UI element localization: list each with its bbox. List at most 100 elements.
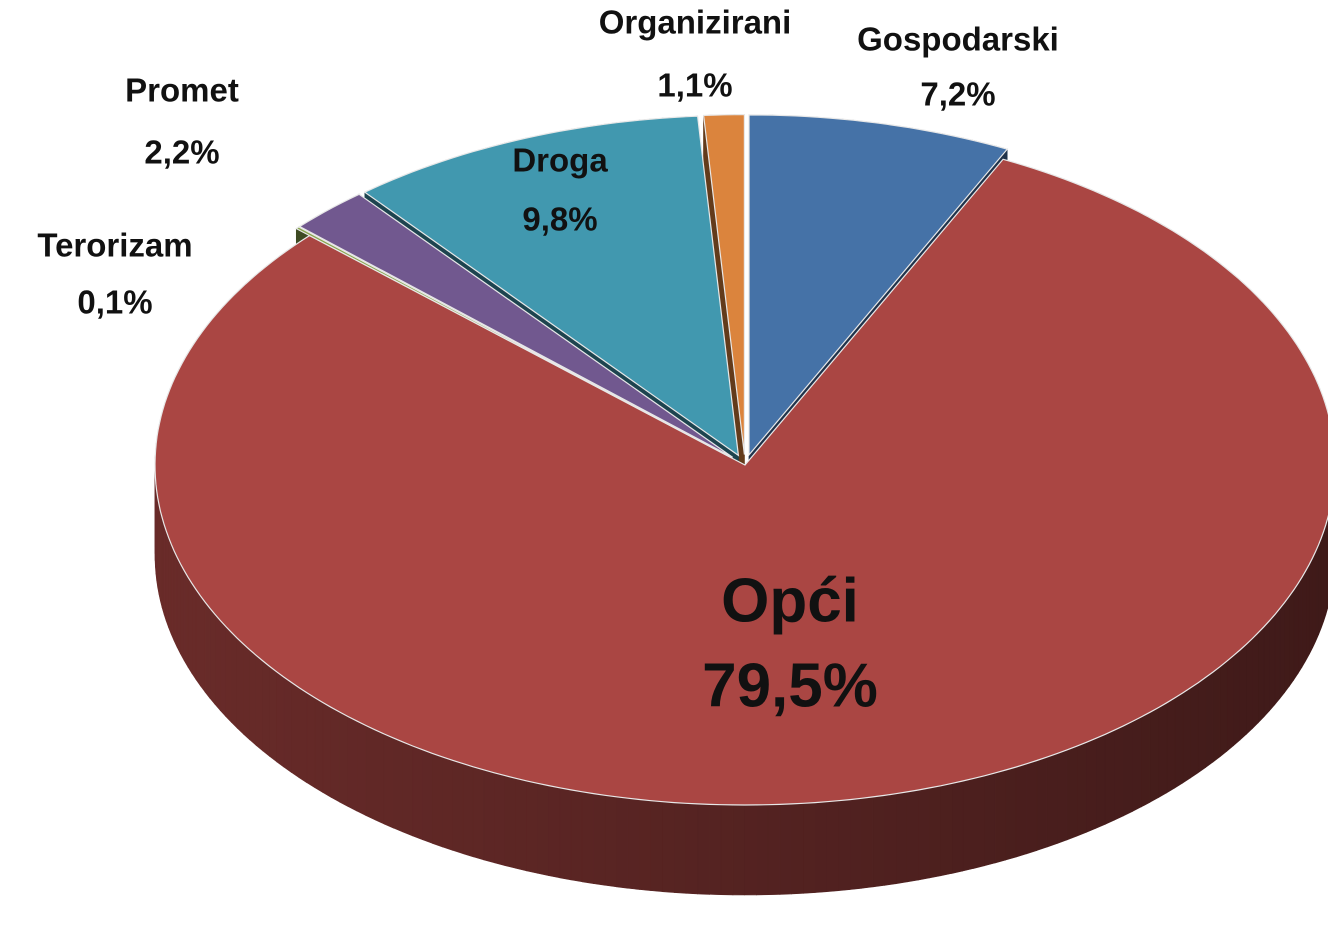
slice-side bbox=[442, 756, 453, 851]
slice-side bbox=[219, 619, 226, 718]
slice-side bbox=[176, 557, 181, 655]
slice-side bbox=[1293, 582, 1299, 681]
slice-side bbox=[951, 780, 964, 874]
slice bbox=[702, 113, 745, 455]
slice-side bbox=[720, 804, 734, 896]
slice-side bbox=[1056, 749, 1068, 844]
slice-label: Gospodarski bbox=[857, 21, 1059, 58]
slice-side bbox=[515, 777, 527, 872]
slice-side bbox=[994, 769, 1006, 864]
slice-side bbox=[1246, 637, 1253, 735]
slice-side bbox=[1320, 531, 1324, 629]
slice-side bbox=[1086, 737, 1097, 833]
slice-side bbox=[249, 649, 257, 746]
slice-side bbox=[432, 752, 443, 848]
slice-side bbox=[452, 759, 464, 855]
slice-side bbox=[1239, 643, 1247, 741]
slice-side bbox=[1219, 660, 1228, 758]
slice-side bbox=[1197, 676, 1206, 774]
slice-side bbox=[314, 697, 324, 794]
slice-side bbox=[973, 775, 985, 869]
slice-side bbox=[1323, 524, 1327, 622]
slice-side bbox=[1315, 544, 1319, 642]
slice-side bbox=[374, 729, 385, 825]
slice-side bbox=[984, 772, 996, 867]
slice-side bbox=[1174, 692, 1184, 789]
slice-side bbox=[1015, 763, 1027, 858]
slice-side bbox=[262, 660, 270, 758]
slice-side bbox=[906, 789, 919, 883]
slice-side bbox=[895, 791, 908, 885]
slice-side bbox=[1305, 564, 1310, 661]
slice-side bbox=[650, 800, 663, 893]
slice-side bbox=[412, 745, 423, 841]
slice-side bbox=[255, 654, 264, 752]
slice-side bbox=[1226, 654, 1234, 752]
slice-side bbox=[291, 681, 300, 779]
slice-side bbox=[1095, 733, 1106, 829]
slice-side bbox=[1132, 716, 1142, 812]
slice-side bbox=[180, 563, 185, 661]
slice-side bbox=[209, 607, 216, 706]
slice-side bbox=[537, 782, 549, 876]
slice-side bbox=[1114, 725, 1124, 821]
slice-side bbox=[1149, 707, 1159, 803]
slice-side bbox=[1166, 697, 1176, 794]
slice bbox=[295, 226, 733, 459]
slice-side bbox=[570, 789, 583, 883]
slice-side bbox=[269, 665, 277, 763]
slice-side bbox=[1076, 741, 1087, 837]
slice-side bbox=[929, 785, 941, 879]
slice-side bbox=[204, 601, 211, 700]
slice-side bbox=[1279, 601, 1285, 700]
slice-side bbox=[1205, 671, 1214, 769]
slice-side bbox=[347, 716, 358, 812]
slice-side bbox=[1104, 729, 1115, 825]
slice-side bbox=[191, 582, 197, 681]
slice-side bbox=[365, 725, 376, 821]
slice-side bbox=[168, 537, 172, 635]
slice-side bbox=[548, 785, 561, 879]
slice-side bbox=[1274, 607, 1281, 706]
slice-side bbox=[1252, 631, 1259, 730]
slice-side bbox=[1026, 760, 1038, 855]
slice-side bbox=[709, 804, 722, 896]
slice-side bbox=[462, 763, 474, 858]
slice-side bbox=[918, 787, 930, 881]
slice-side bbox=[685, 802, 699, 895]
slice-side bbox=[187, 575, 193, 675]
slice bbox=[748, 114, 1009, 457]
slice-value: 7,2% bbox=[920, 76, 995, 113]
slice-side bbox=[849, 797, 862, 890]
slice-side bbox=[339, 711, 349, 808]
slice-side bbox=[298, 687, 308, 784]
slice-side bbox=[494, 772, 506, 866]
slice-side bbox=[526, 780, 538, 874]
slice-side bbox=[1308, 557, 1313, 655]
slice-label: Organizirani bbox=[599, 4, 792, 41]
slice-side bbox=[236, 637, 244, 735]
slice-side bbox=[504, 775, 517, 869]
slice-side bbox=[393, 737, 404, 833]
slice bbox=[298, 193, 734, 458]
slice-value: 9,8% bbox=[522, 201, 597, 238]
slice-side bbox=[214, 613, 221, 712]
slice-label: Droga bbox=[512, 142, 608, 179]
slice-side bbox=[627, 797, 640, 890]
slice-side bbox=[276, 671, 285, 768]
slice-side bbox=[1158, 702, 1167, 799]
slice-side bbox=[674, 802, 687, 894]
slice-label: Opći bbox=[721, 566, 859, 635]
slice-side bbox=[170, 544, 175, 642]
slice-side bbox=[1297, 576, 1303, 675]
slice-side bbox=[183, 569, 189, 668]
slice-side bbox=[1318, 538, 1322, 635]
slice-side bbox=[1036, 756, 1048, 851]
slice-side bbox=[940, 783, 953, 877]
slice-side bbox=[1046, 753, 1058, 848]
slice-side bbox=[1312, 551, 1316, 648]
slice-side bbox=[744, 804, 757, 896]
slice-side bbox=[483, 769, 495, 864]
slice-side bbox=[322, 701, 332, 798]
